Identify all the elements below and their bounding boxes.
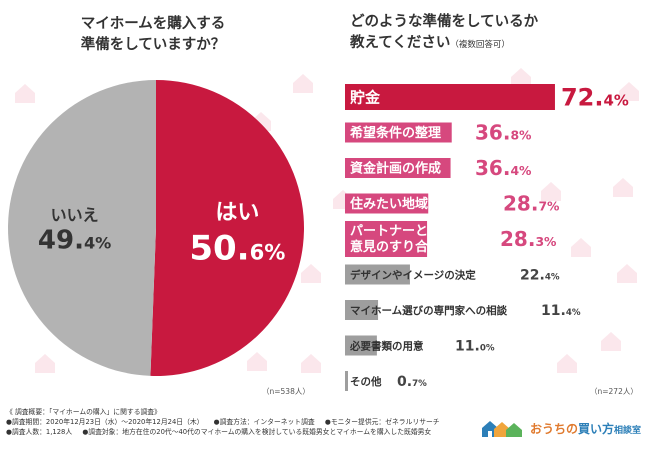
bar (345, 84, 555, 110)
bar-title-line2: 教えてください (350, 35, 451, 52)
pie-title-line1: マイホームを購入する (80, 16, 226, 32)
bar (345, 371, 348, 391)
survey-title: 《 調査概要：「マイホームの購入」に関する調査》 (6, 408, 161, 416)
house-deco-icon (293, 74, 313, 93)
house-deco-icon (301, 354, 321, 373)
bar (345, 335, 377, 356)
house-logo-icon (482, 421, 522, 437)
survey-provider: ●モニター提供元：ゼネラルリサーチ (324, 418, 440, 427)
bar-label: その他 (350, 375, 382, 388)
logo-text-2: 買い方 (578, 421, 615, 436)
bar-value: 11.0% (455, 339, 495, 355)
bar-value: 11.4% (541, 303, 581, 319)
bar-title-line1: どのような準備をしているか (350, 14, 539, 30)
survey-period: ●調査期間：2020年12月23日（水）～2020年12月24日（木） (6, 418, 204, 427)
bar-value: 36.4% (475, 156, 532, 180)
bar-value: 0.7% (397, 374, 427, 390)
house-deco-icon (511, 68, 531, 87)
bar-label: デザインやイメージの決定 (350, 268, 476, 281)
bar-label: パートナーと (350, 224, 428, 239)
bar-value: 22.4% (520, 268, 560, 284)
bar (345, 193, 429, 214)
bar (345, 158, 451, 178)
bar-label: 必要書類の用意 (349, 339, 424, 352)
bar-label: マイホーム選びの専門家への相談 (350, 304, 508, 317)
bar-value: 28.7% (503, 192, 560, 216)
bar-label: 希望条件の整理 (350, 125, 441, 141)
bar (345, 300, 379, 320)
bar-value: 28.3% (500, 227, 557, 251)
pie-slice (8, 80, 156, 376)
pie-slice-label: はい (215, 201, 259, 226)
house-deco-icon (35, 354, 55, 373)
bar-label: 貯金 (350, 88, 381, 106)
bar-label: 意見のすり合わせ (350, 239, 454, 255)
house-deco-icon (571, 238, 591, 257)
survey-overview: 《 調査概要：「マイホームの購入」に関する調査》 ●調査期間：2020年12月2… (6, 407, 476, 438)
bar-label: 住みたい地域の見学 (350, 196, 467, 212)
survey-method: ●調査方法：インターネット調査 (213, 418, 315, 427)
pie-title: マイホームを購入する 準備をしていますか？ (58, 14, 248, 56)
brand-logo: おうちの買い方相談室 (480, 418, 641, 438)
bar (345, 221, 428, 257)
logo-text-3: 相談室 (614, 425, 642, 436)
house-deco-icon (15, 84, 35, 103)
survey-count: ●調査人数：1,128人 (6, 428, 73, 437)
bar-label: 資金計画の作成 (350, 161, 441, 177)
bar-sample-size: （n=272人） (590, 387, 638, 396)
pie-title-line2: 準備をしていますか？ (80, 37, 226, 54)
bar (345, 122, 452, 143)
survey-target: ●調査対象：地方在住の20代～40代のマイホームの購入を検討している既婚男女とマ… (82, 428, 432, 437)
pie-slice (150, 80, 305, 377)
house-deco-icon (301, 264, 321, 283)
pie-slice-value: 49.4% (38, 225, 111, 255)
bar-title: どのような準備をしているか 教えてください（複数回答可） (350, 12, 538, 54)
bar (345, 264, 410, 285)
bar-value: 36.8% (475, 121, 532, 145)
house-deco-icon (601, 332, 621, 351)
bar-title-note: （複数回答可） (450, 40, 510, 51)
logo-text-1: おうちの (530, 421, 579, 436)
house-deco-icon (541, 182, 561, 201)
house-deco-icon (557, 354, 577, 373)
house-deco-icon (247, 352, 267, 371)
pie-slice-label: いいえ (51, 205, 99, 224)
house-deco-icon (619, 82, 639, 101)
pie-slice-value: 50.6% (189, 229, 285, 269)
bar-value: 72.4% (561, 84, 629, 112)
pie-sample-size: （n=538人） (262, 387, 310, 396)
house-deco-icon (613, 178, 633, 197)
house-deco-icon (617, 264, 637, 283)
